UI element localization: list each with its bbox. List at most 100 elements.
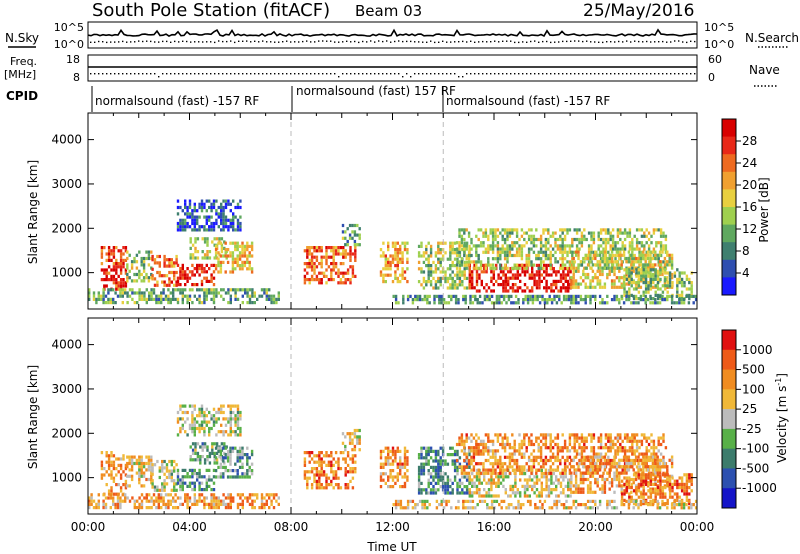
echo-cell [515,465,519,469]
echo-cell [523,273,527,277]
echo-cell [234,433,237,437]
nave-dot [266,73,268,75]
echo-cell [582,269,585,273]
echo-cell [241,267,244,271]
echo-cell [501,439,504,443]
noise-search-dot [390,41,392,43]
echo-cell [248,493,252,497]
echo-cell [152,493,156,497]
echo-cell [163,472,166,476]
echo-cell [463,465,466,469]
echo-cell [433,301,436,305]
echo-cell [167,297,170,301]
echo-cell [496,436,500,440]
echo-cell [205,279,208,283]
echo-cell [666,281,669,285]
echo-cell [676,284,679,288]
echo-cell [425,456,428,460]
echo-cell [432,485,435,489]
echo-cell [396,241,399,245]
echo-cell [224,251,227,255]
colorbar-block [722,136,736,155]
echo-cell [471,481,474,485]
echo-cell [186,279,189,283]
echo-cell [346,483,350,487]
noise-search-dot [586,40,588,42]
echo-cell [140,465,143,469]
echo-cell [163,264,166,268]
echo-cell [227,218,230,222]
echo-cell [488,298,491,302]
echo-cell [227,496,230,500]
nave-dot [206,73,208,75]
echo-cell [477,260,480,264]
echo-cell [563,446,567,450]
echo-cell [140,294,144,298]
echo-cell [659,277,662,281]
echo-cell [544,455,548,459]
echo-cell [494,449,497,453]
echo-cell [115,473,118,477]
echo-cell [587,244,591,248]
nave-dot [234,73,236,75]
echo-cell [241,506,244,510]
echo-cell [184,218,187,222]
echo-cell [181,404,184,408]
echo-cell [346,243,349,247]
echo-cell [514,491,517,495]
echo-cell [568,449,572,453]
echo-cell [528,494,531,498]
echo-cell [103,278,106,282]
echo-cell [465,254,469,258]
echo-cell [527,439,531,443]
echo-cell [465,266,468,270]
echo-cell [196,472,199,476]
echo-cell [551,452,555,456]
echo-cell [549,446,552,450]
nave-dot [322,73,324,75]
echo-cell [232,221,235,226]
echo-cell [485,491,488,495]
echo-cell [327,460,331,464]
nave-dot [338,76,340,78]
echo-cell [494,237,497,242]
echo-cell [173,466,176,470]
echo-cell [310,262,314,266]
echo-cell [614,241,617,245]
echo-cell [236,426,240,431]
echo-cell [420,488,423,492]
echo-cell [220,237,224,241]
echo-cell [664,244,668,248]
echo-cell [105,470,108,474]
echo-cell [583,260,586,264]
echo-cell [238,257,242,261]
echo-cell [455,241,459,245]
echo-cell [453,241,457,245]
echo-cell [236,297,240,301]
echo-cell [198,410,201,415]
echo-cell [454,301,458,305]
echo-cell [437,462,440,466]
echo-cell [124,291,127,295]
echo-cell [186,493,189,497]
nave-dot [590,73,592,75]
echo-cell [191,472,194,476]
echo-cell [105,274,108,278]
echo-cell [437,488,440,492]
echo-cell [119,288,122,292]
echo-cell [449,264,452,268]
echo-cell [509,286,512,290]
echo-cell [561,446,564,450]
echo-cell [434,267,438,271]
echo-cell [310,252,314,256]
echo-cell [472,244,476,248]
echo-cell [227,288,230,292]
echo-cell [382,462,385,466]
echo-cell [613,294,616,298]
echo-cell [151,469,154,473]
echo-cell [220,294,223,298]
noise-search-dot [238,40,240,42]
echo-cell [92,506,96,510]
echo-cell [574,253,578,257]
echo-cell [320,470,323,474]
